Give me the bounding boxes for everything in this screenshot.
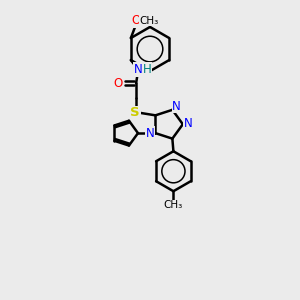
Text: CH₃: CH₃ [164,200,183,210]
Text: H: H [143,63,152,76]
Text: CH₃: CH₃ [139,16,158,26]
Text: N: N [172,100,181,112]
Text: N: N [134,63,142,76]
Text: S: S [130,106,140,119]
Text: O: O [131,14,141,27]
Text: N: N [184,117,193,130]
Text: N: N [146,127,154,140]
Text: O: O [113,77,122,90]
